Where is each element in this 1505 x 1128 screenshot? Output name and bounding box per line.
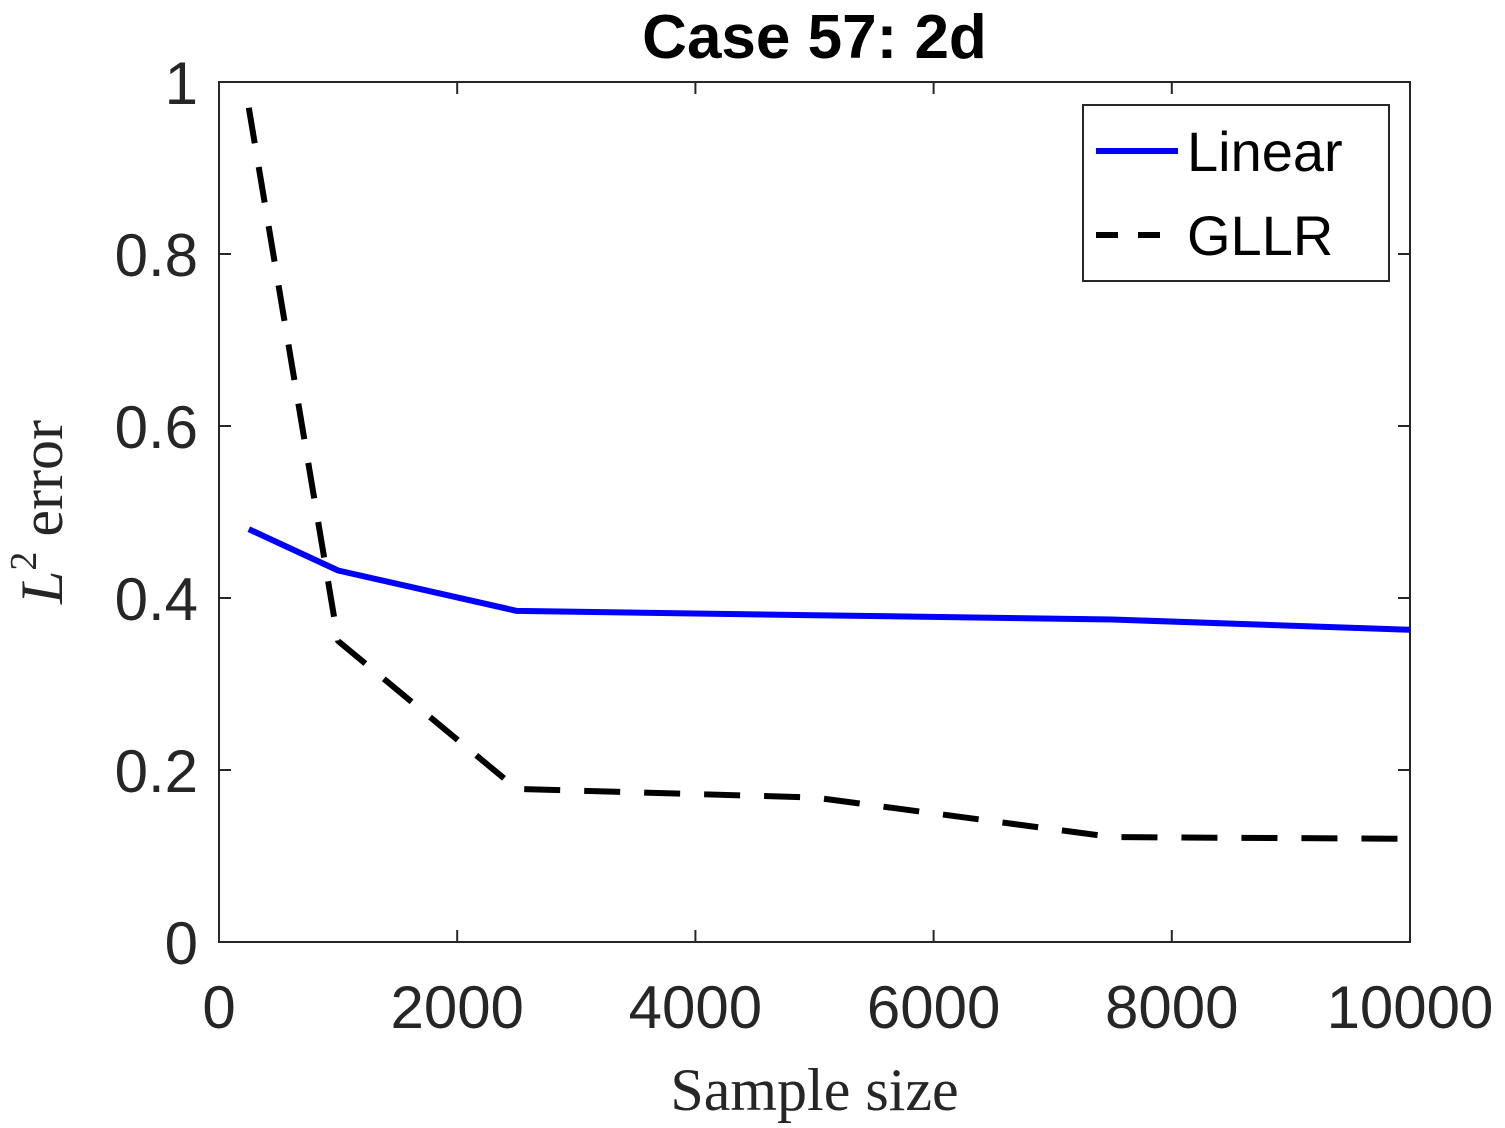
series-line-linear [247,526,1411,633]
y-tick-label: 1 [165,50,198,117]
y-axis-ticks: 0 0.2 0.4 0.6 0.8 1 [115,50,1410,977]
x-tick-label: 6000 [867,974,1000,1041]
x-axis-ticks: 0 2000 4000 6000 8000 10000 [202,82,1493,1041]
y-tick-label: 0.6 [115,394,198,461]
y-tick-label: 0.4 [115,566,198,633]
series-line-gllr [245,107,1411,842]
legend-label-gllr: GLLR [1187,204,1333,267]
y-tick-label: 0.2 [115,738,198,805]
legend-label-linear: Linear [1187,120,1343,183]
y-axis-label: L2 error [3,420,75,605]
y-axis-label-rest: error [9,420,75,552]
y-tick-label: 0.8 [115,222,198,289]
series-layer [245,107,1411,842]
chart-title: Case 57: 2d [642,3,987,72]
legend-box [1082,104,1390,282]
x-tick-label: 0 [202,974,235,1041]
legend: Linear GLLR [1082,104,1390,282]
x-tick-label: 10000 [1327,974,1494,1041]
x-tick-label: 4000 [629,974,762,1041]
x-axis-label: Sample size [670,1057,958,1123]
y-axis-label-base: L [9,571,75,605]
x-tick-label: 8000 [1105,974,1238,1041]
y-tick-label: 0 [165,910,198,977]
x-tick-label: 2000 [390,974,523,1041]
y-axis-label-superscript: 2 [3,552,45,571]
